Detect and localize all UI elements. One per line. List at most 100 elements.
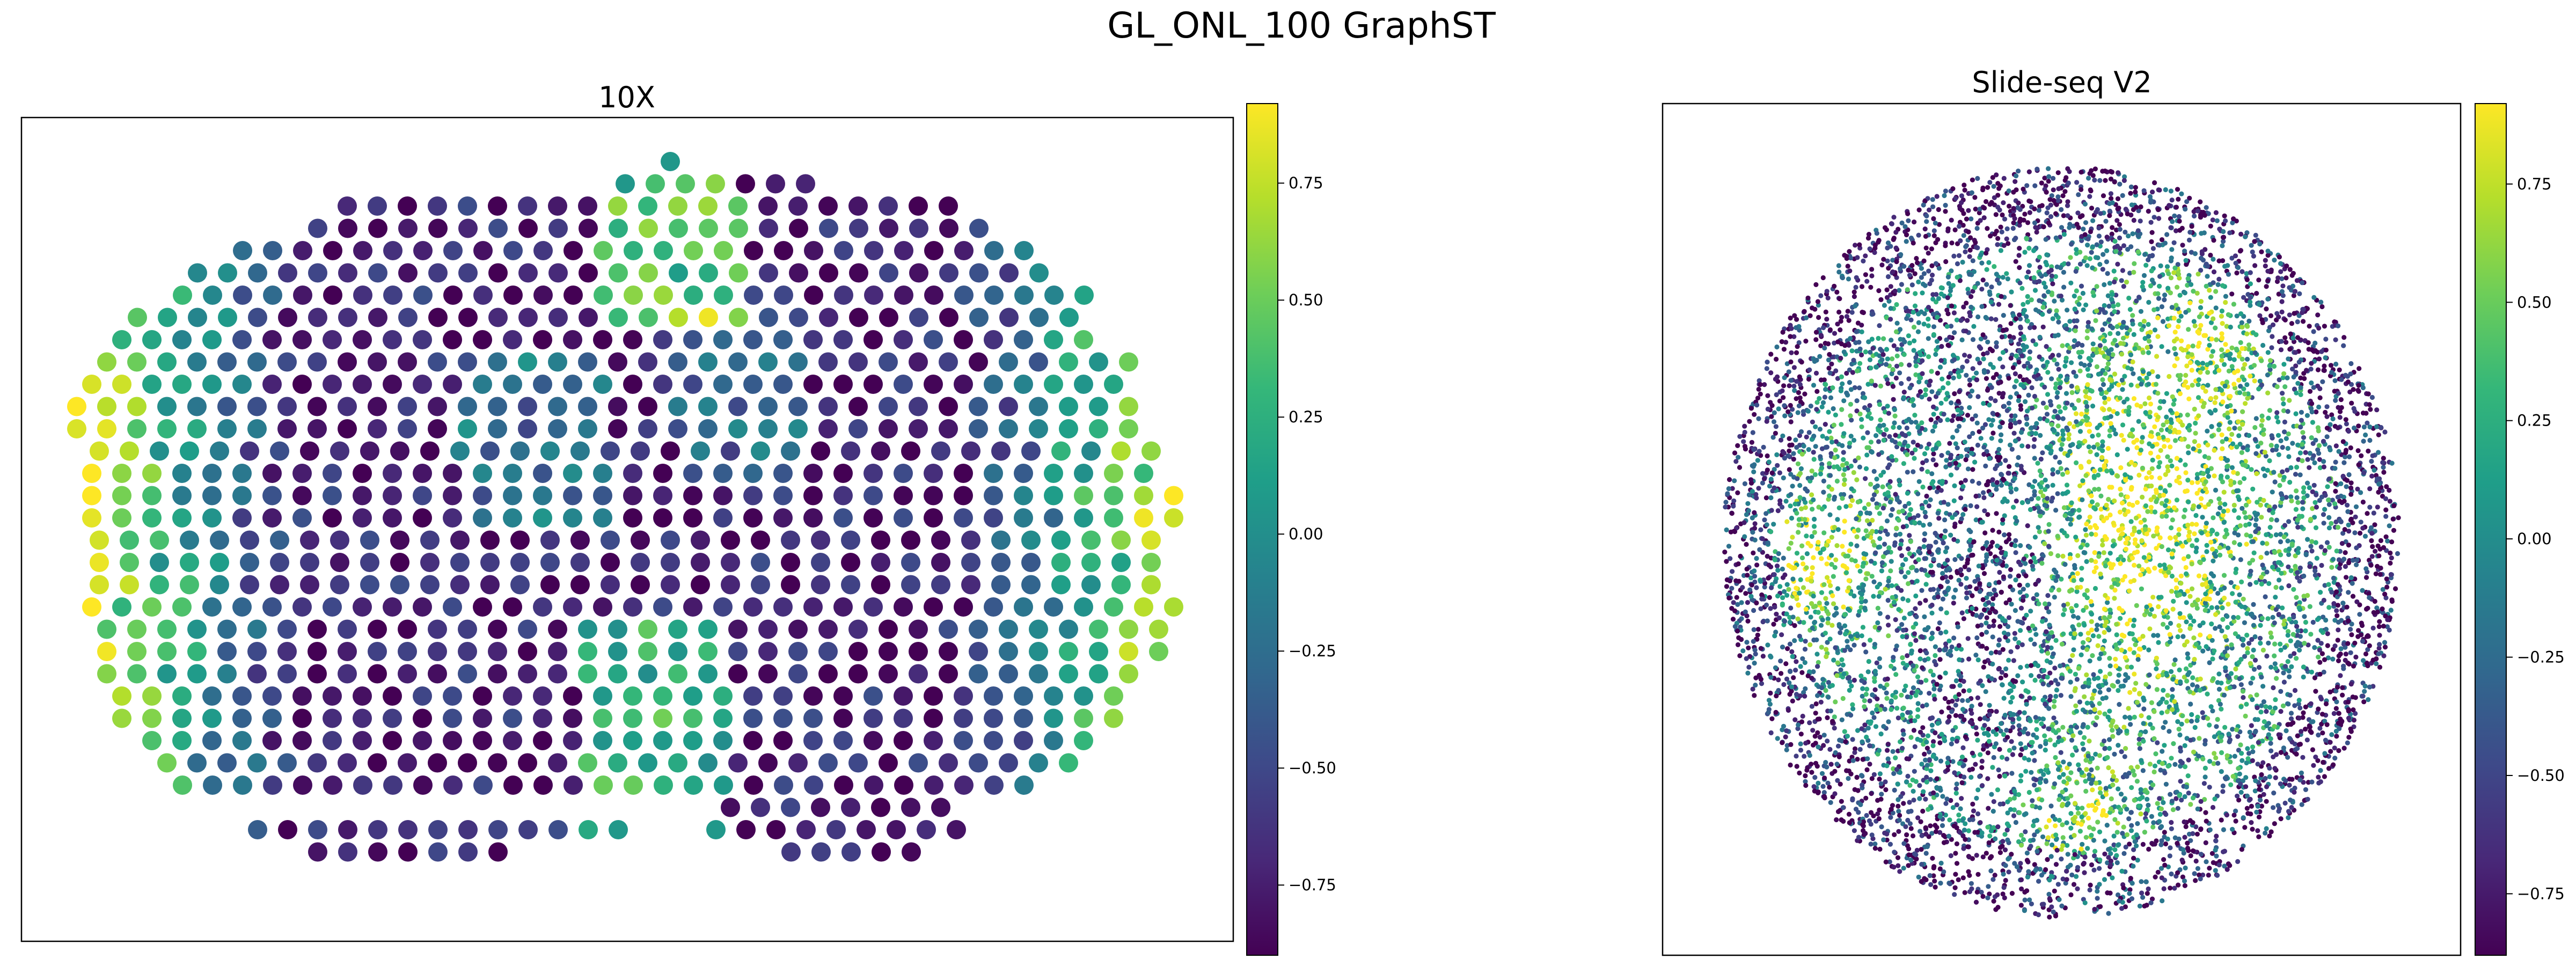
spot-10x xyxy=(909,352,928,372)
bead-slide-seq xyxy=(2337,499,2343,504)
bead-slide-seq xyxy=(1913,420,1919,425)
bead-slide-seq xyxy=(1894,329,1899,334)
spot-10x xyxy=(518,218,538,238)
bead-slide-seq xyxy=(2028,609,2033,614)
spot-10x xyxy=(999,419,1018,438)
spot-10x xyxy=(804,775,823,795)
bead-slide-seq xyxy=(1922,283,1928,288)
spot-10x xyxy=(931,797,950,817)
bead-slide-seq xyxy=(2234,566,2239,572)
bead-slide-seq xyxy=(2089,619,2094,624)
spot-10x xyxy=(443,286,463,305)
spot-10x xyxy=(548,820,568,839)
bead-slide-seq xyxy=(2108,191,2113,196)
spot-10x xyxy=(624,286,643,305)
bead-slide-seq xyxy=(1896,829,1901,834)
bead-slide-seq xyxy=(2299,524,2304,530)
spot-10x xyxy=(969,619,988,639)
bead-slide-seq xyxy=(2101,252,2106,257)
spot-10x xyxy=(1044,375,1063,394)
bead-slide-seq xyxy=(2094,452,2099,457)
spot-10x xyxy=(368,218,387,238)
spot-10x xyxy=(540,530,560,550)
spot-10x xyxy=(781,575,800,595)
bead-slide-seq xyxy=(2223,294,2228,299)
bead-slide-seq xyxy=(1874,707,1879,713)
bead-slide-seq xyxy=(1766,562,1772,568)
bead-slide-seq xyxy=(2244,793,2250,799)
spot-10x xyxy=(548,664,567,684)
spot-10x xyxy=(849,308,868,327)
bead-slide-seq xyxy=(2365,511,2370,516)
bead-slide-seq xyxy=(2102,738,2107,744)
spot-10x xyxy=(518,664,537,684)
bead-slide-seq xyxy=(2133,680,2139,686)
bead-slide-seq xyxy=(1816,314,1821,320)
spot-10x xyxy=(338,664,357,684)
bead-slide-seq xyxy=(1859,329,1864,335)
bead-slide-seq xyxy=(2200,872,2206,877)
bead-slide-seq xyxy=(2116,743,2121,748)
bead-slide-seq xyxy=(1813,337,1819,342)
spot-10x xyxy=(262,330,282,349)
spot-10x xyxy=(728,753,748,773)
bead-slide-seq xyxy=(2095,643,2101,648)
bead-slide-seq xyxy=(1928,762,1934,767)
bead-slide-seq xyxy=(1950,736,1955,742)
bead-slide-seq xyxy=(2185,354,2191,360)
bead-slide-seq xyxy=(2212,400,2218,405)
spot-10x xyxy=(871,530,890,550)
bead-slide-seq xyxy=(1919,833,1924,838)
bead-slide-seq xyxy=(1982,659,1988,664)
spot-10x xyxy=(157,397,177,416)
spot-10x xyxy=(338,397,357,416)
spot-10x xyxy=(924,330,943,349)
bead-slide-seq xyxy=(2152,424,2157,429)
spot-10x xyxy=(503,508,522,528)
bead-slide-seq xyxy=(2177,614,2183,620)
bead-slide-seq xyxy=(2337,367,2342,372)
bead-slide-seq xyxy=(1863,476,1868,481)
spot-10x xyxy=(1044,508,1063,528)
bead-slide-seq xyxy=(1933,662,1938,668)
bead-slide-seq xyxy=(1905,452,1910,457)
spot-10x xyxy=(353,330,372,349)
bead-slide-seq xyxy=(2126,816,2132,822)
bead-slide-seq xyxy=(2333,519,2339,525)
bead-slide-seq xyxy=(2251,667,2257,672)
bead-slide-seq xyxy=(2172,438,2178,443)
bead-slide-seq xyxy=(1766,698,1772,703)
bead-slide-seq xyxy=(2016,253,2022,258)
spot-10x xyxy=(488,664,507,684)
bead-slide-seq xyxy=(1988,316,1994,321)
spot-10x xyxy=(240,553,259,572)
bead-slide-seq xyxy=(2316,356,2322,362)
spot-10x xyxy=(90,553,109,572)
bead-slide-seq xyxy=(2054,394,2060,400)
bead-slide-seq xyxy=(1878,684,1883,689)
spot-10x xyxy=(713,508,733,528)
bead-slide-seq xyxy=(2102,711,2107,716)
bead-slide-seq xyxy=(2264,541,2270,546)
spot-10x xyxy=(1014,486,1033,506)
bead-slide-seq xyxy=(2036,879,2041,884)
bead-slide-seq xyxy=(1850,737,1855,742)
spot-10x xyxy=(263,241,282,260)
spot-10x xyxy=(570,441,590,461)
bead-slide-seq xyxy=(2231,540,2237,545)
bead-slide-seq xyxy=(2246,318,2252,324)
spot-10x xyxy=(67,419,86,438)
spot-10x xyxy=(803,708,823,728)
bead-slide-seq xyxy=(2321,464,2326,470)
bead-slide-seq xyxy=(2103,674,2108,679)
bead-slide-seq xyxy=(2265,278,2271,283)
spot-10x xyxy=(991,530,1011,550)
spot-10x xyxy=(353,775,372,795)
spot-10x xyxy=(1044,686,1063,706)
spot-10x xyxy=(353,241,372,260)
bead-slide-seq xyxy=(2163,472,2168,477)
bead-slide-seq xyxy=(1929,369,1934,374)
bead-slide-seq xyxy=(2053,678,2058,683)
bead-slide-seq xyxy=(1875,703,1880,708)
bead-slide-seq xyxy=(2051,651,2056,656)
